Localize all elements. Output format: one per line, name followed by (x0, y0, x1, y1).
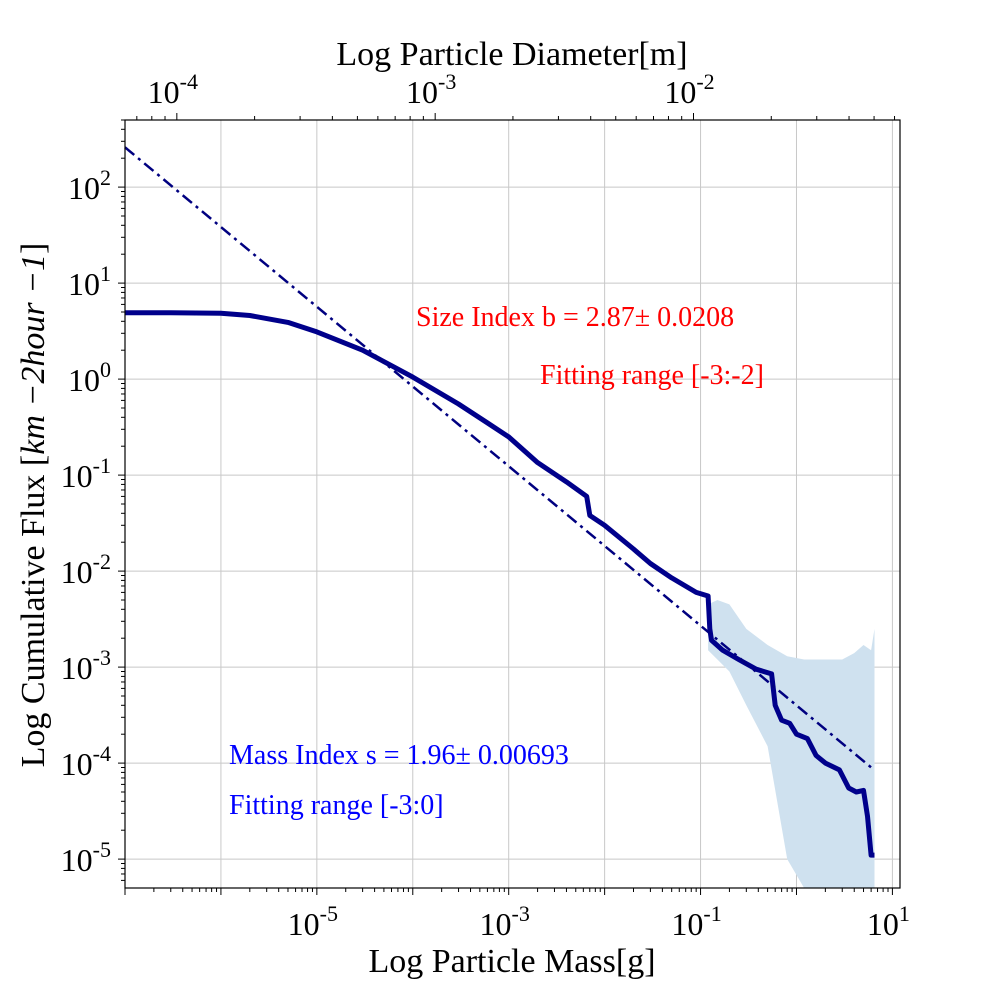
x2-tick-label: 10-3 (406, 69, 456, 110)
size-fitting-range-annotation: Fitting range [-3:-2] (540, 360, 764, 391)
x-tick-label: 10-5 (288, 901, 338, 942)
x2-tick-label: 10-4 (148, 69, 198, 110)
y-tick-label: 10-2 (61, 549, 111, 590)
cumulative-flux-line (125, 310, 875, 858)
y-tick-label: 10-4 (61, 741, 111, 782)
power-law-fit-line (124, 146, 876, 772)
y-tick-label: 101 (68, 261, 111, 302)
x-tick-label: 101 (867, 901, 910, 942)
y-axis-label: Log Cumulative Flux [km −2hour −1] (15, 243, 52, 768)
mass-index-annotation: Mass Index s = 1.96± 0.00693 (229, 740, 569, 771)
x2-axis-label: Log Particle Diameter[m] (336, 36, 687, 73)
y-tick-label: 102 (68, 165, 111, 206)
grid-lines (124, 120, 900, 888)
uncertainty-band (708, 600, 875, 888)
plot-frame (124, 119, 901, 889)
y-tick-label: 10-3 (61, 645, 111, 686)
x-tick-label: 10-1 (671, 901, 721, 942)
x-tick-label: 10-3 (480, 901, 530, 942)
x-axis-label: Log Particle Mass[g] (368, 943, 655, 980)
uncertainty-band-area (708, 600, 875, 888)
axis-ticks: 10-5 10-3 10-1 101 10-4 10-3 10-2 102 101 100 10-1… (61, 69, 910, 942)
series-group (124, 146, 876, 858)
y-tick-label: 100 (68, 357, 111, 398)
size-index-annotation: Size Index b = 2.87± 0.0208 (416, 302, 734, 333)
y-tick-label: 10-5 (61, 837, 111, 878)
mass-fitting-range-annotation: Fitting range [-3:0] (229, 790, 444, 821)
x2-tick-label: 10-2 (664, 69, 714, 110)
y-tick-label: 10-1 (61, 453, 111, 494)
